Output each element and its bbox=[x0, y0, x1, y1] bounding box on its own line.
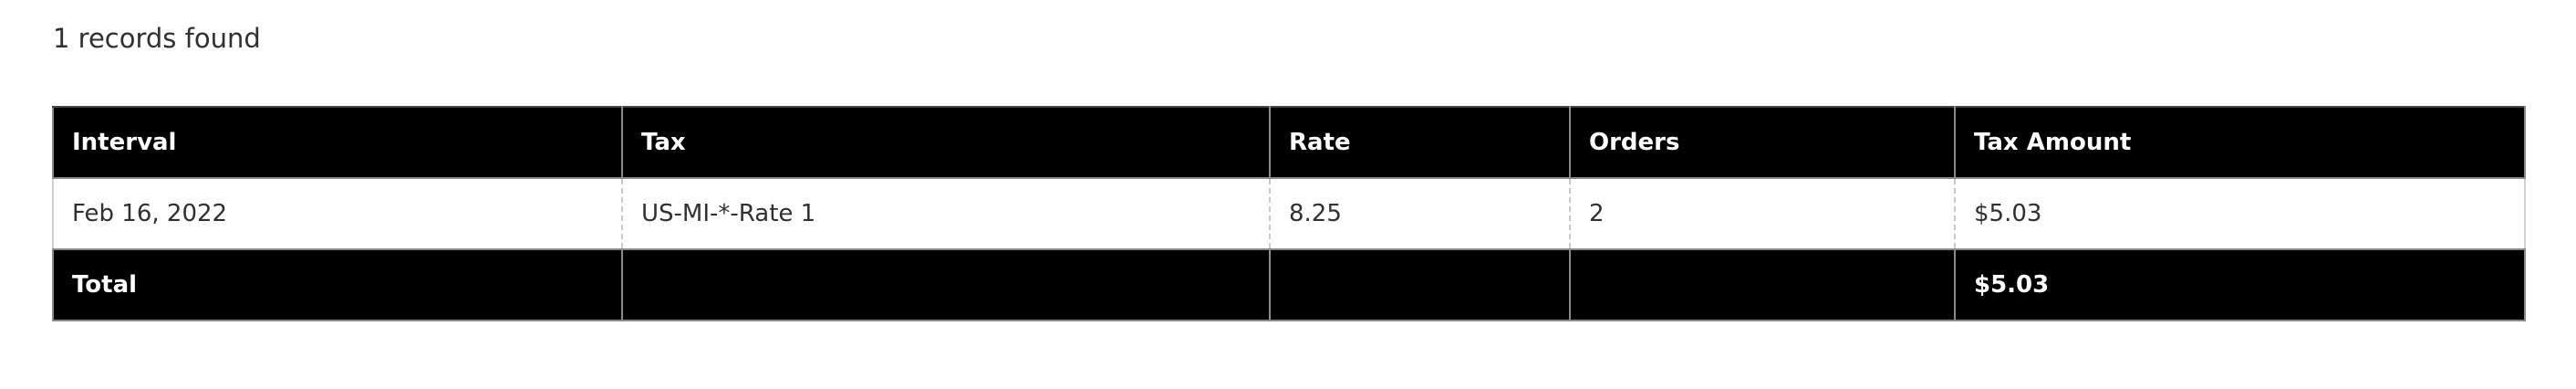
cell-tax: US-MI-*-Rate 1 bbox=[621, 177, 1271, 250]
cell-rate: 8.25 bbox=[1269, 177, 1571, 250]
column-header-tax[interactable]: Tax bbox=[621, 106, 1271, 179]
totals-label: Total bbox=[52, 248, 623, 321]
column-header-interval[interactable]: Interval bbox=[52, 106, 623, 179]
records-found-count: 1 records found bbox=[53, 23, 261, 54]
cell-interval: Feb 16, 2022 bbox=[52, 177, 623, 250]
tax-report-table: Interval Tax Rate Orders Tax Amount Feb … bbox=[52, 106, 2526, 321]
cell-tax-amount: $5.03 bbox=[1954, 177, 2526, 250]
totals-orders bbox=[1569, 248, 1956, 321]
totals-tax bbox=[621, 248, 1271, 321]
column-header-tax-amount[interactable]: Tax Amount bbox=[1954, 106, 2526, 179]
column-header-rate[interactable]: Rate bbox=[1269, 106, 1571, 179]
cell-orders: 2 bbox=[1569, 177, 1956, 250]
totals-tax-amount: $5.03 bbox=[1954, 248, 2526, 321]
totals-row: Total $5.03 bbox=[52, 248, 2526, 321]
table-row: Feb 16, 2022 US-MI-*-Rate 1 8.25 2 $5.03 bbox=[52, 177, 2526, 250]
totals-rate bbox=[1269, 248, 1571, 321]
column-header-orders[interactable]: Orders bbox=[1569, 106, 1956, 179]
table-header-row: Interval Tax Rate Orders Tax Amount bbox=[52, 106, 2526, 179]
